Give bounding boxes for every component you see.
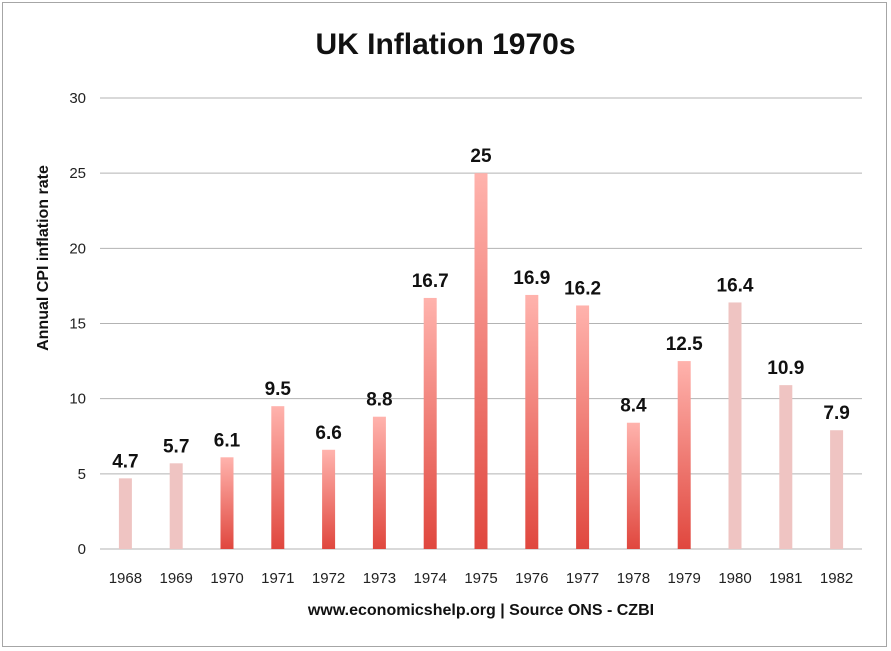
bars xyxy=(118,173,844,549)
data-label-1969: 5.7 xyxy=(163,436,189,457)
x-tick-labels: 1968 1969 1970 1971 1972 1973 1974 1975 1976 1977… xyxy=(109,570,854,587)
data-label-1975: 25 xyxy=(470,146,492,167)
x-tick-label: 1974 xyxy=(414,570,447,587)
x-tick-label: 1979 xyxy=(668,570,701,587)
y-tick-label: 10 xyxy=(69,391,86,408)
data-label-1972: 6.6 xyxy=(315,423,341,444)
bar-1974 xyxy=(423,297,437,549)
bar-1978 xyxy=(626,422,640,549)
y-tick-labels: 0 5 10 15 20 25 30 xyxy=(69,90,86,558)
bar-1975 xyxy=(474,173,488,549)
data-label-1981: 10.9 xyxy=(767,358,804,379)
x-tick-label: 1981 xyxy=(769,570,802,587)
x-axis-label: www.economicshelp.org | Source ONS - CZB… xyxy=(307,602,655,619)
data-label-1973: 8.8 xyxy=(366,390,392,411)
data-label-1970: 6.1 xyxy=(214,430,241,451)
y-tick-label: 25 xyxy=(69,165,86,182)
data-label-1982: 7.9 xyxy=(823,403,849,424)
bar-1979 xyxy=(677,361,691,549)
bar-1976 xyxy=(525,294,539,549)
bar-1980 xyxy=(728,302,742,549)
x-tick-label: 1977 xyxy=(566,570,599,587)
bar-1973 xyxy=(372,416,386,549)
data-label-1979: 12.5 xyxy=(666,334,703,355)
bar-1968 xyxy=(118,478,132,549)
x-tick-label: 1976 xyxy=(515,570,548,587)
x-tick-label: 1970 xyxy=(210,570,243,587)
x-tick-label: 1969 xyxy=(160,570,193,587)
bar-1969 xyxy=(169,463,183,549)
x-tick-label: 1973 xyxy=(363,570,396,587)
bar-1970 xyxy=(220,457,234,549)
y-tick-label: 20 xyxy=(69,240,86,257)
x-tick-label: 1978 xyxy=(617,570,650,587)
y-tick-label: 30 xyxy=(69,90,86,107)
x-tick-label: 1972 xyxy=(312,570,345,587)
data-label-1978: 8.4 xyxy=(620,396,647,417)
data-label-1976: 16.9 xyxy=(513,268,550,289)
data-label-1971: 9.5 xyxy=(265,379,292,400)
y-tick-label: 0 xyxy=(78,541,86,558)
bar-1981 xyxy=(779,385,793,549)
data-label-1980: 16.4 xyxy=(717,275,754,296)
x-tick-label: 1971 xyxy=(261,570,294,587)
y-tick-label: 5 xyxy=(78,466,86,483)
y-tick-label: 15 xyxy=(69,316,86,333)
chart-title: UK Inflation 1970s xyxy=(315,28,576,61)
data-label-1977: 16.2 xyxy=(564,278,601,299)
bar-1971 xyxy=(271,406,285,549)
data-label-1968: 4.7 xyxy=(112,451,138,472)
bar-1982 xyxy=(830,430,844,549)
bar-1977 xyxy=(576,305,590,549)
x-tick-label: 1968 xyxy=(109,570,142,587)
x-tick-label: 1982 xyxy=(820,570,853,587)
data-labels: 4.7 5.7 6.1 9.5 6.6 8.8 16.7 25 16.9 16.2 8.4 12.5 1… xyxy=(112,146,850,472)
x-tick-label: 1980 xyxy=(718,570,751,587)
x-tick-label: 1975 xyxy=(464,570,497,587)
data-label-1974: 16.7 xyxy=(412,271,449,292)
bar-1972 xyxy=(322,449,336,549)
